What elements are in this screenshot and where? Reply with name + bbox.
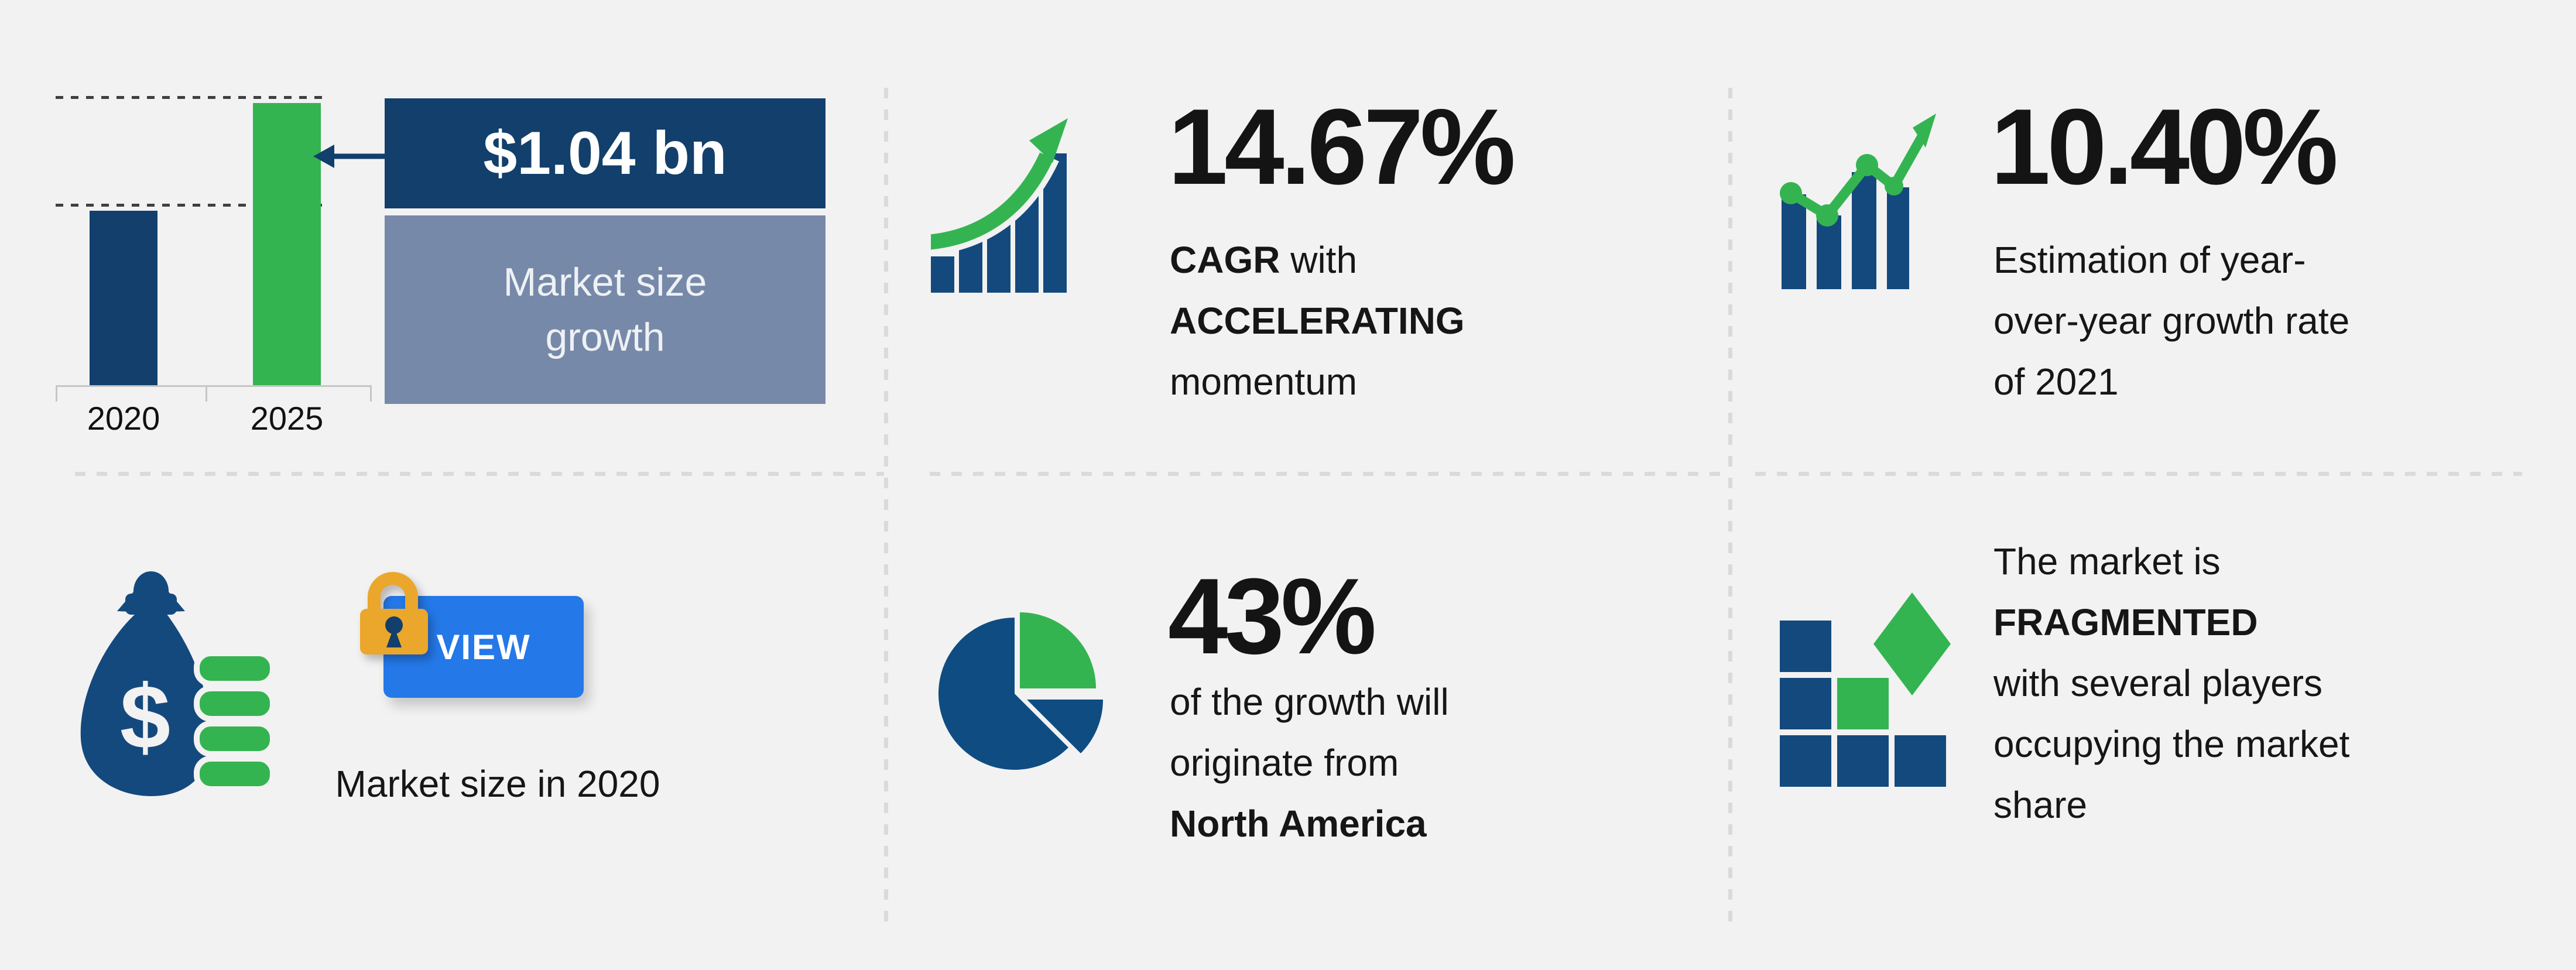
horizontal-divider-right: [1755, 472, 2522, 476]
north-america-line-1: of the growth will: [1170, 681, 1449, 723]
north-america-value: 43%: [1168, 556, 1376, 676]
market-growth-label-box: Market size growth: [385, 215, 825, 404]
yoy-value: 10.40%: [1991, 86, 2338, 207]
yoy-growth-chart-icon: [1780, 114, 1936, 289]
x-tick-label-2020: 2020: [87, 400, 160, 437]
market-growth-value-box: $1.04 bn: [385, 98, 825, 208]
view-button-label: VIEW: [436, 627, 531, 667]
horizontal-divider-middle: [930, 472, 1728, 476]
cagr-value: 14.67%: [1168, 86, 1516, 207]
money-bag-icon: $: [80, 571, 276, 796]
bar-2025: [253, 103, 321, 386]
cagr-line-1: CAGR with: [1170, 241, 1357, 279]
yoy-line-2: over-year growth rate: [1993, 300, 2350, 342]
north-america-line-3: North America: [1170, 803, 1427, 845]
lock-icon: [360, 572, 428, 654]
x-axis: [56, 385, 372, 387]
fragmentation-line-3: with several players: [1993, 662, 2322, 704]
x-tick-label-2025: 2025: [250, 400, 324, 437]
cagr-line-3: momentum: [1170, 361, 1358, 403]
vertical-divider-1: [884, 88, 888, 931]
bar-2020: [90, 211, 157, 386]
gridline-2020-bar-top: [56, 204, 328, 207]
north-america-line-2: originate from: [1170, 742, 1399, 784]
fragmentation-line-5: share: [1993, 784, 2088, 826]
market-growth-value: $1.04 bn: [483, 119, 727, 187]
fragmented-market-icon: [1780, 592, 1951, 787]
yoy-line-1: Estimation of year-: [1993, 239, 2306, 281]
cagr-bold: CAGR: [1170, 239, 1280, 281]
cagr-growth-arrow-icon: [931, 118, 1068, 293]
region-share-pie-icon: [938, 612, 1103, 770]
axis-tick: [56, 385, 57, 402]
fragmentation-line-4: occupying the market: [1993, 723, 2350, 765]
gridline-2025-bar-top: [56, 96, 328, 99]
cagr-line-2: ACCELERATING: [1170, 300, 1465, 342]
fragmentation-line-2: FRAGMENTED: [1993, 601, 2258, 643]
horizontal-divider-left: [75, 472, 884, 476]
vertical-divider-2: [1728, 88, 1732, 931]
fragmentation-line-1: The market is: [1993, 540, 2221, 582]
yoy-line-3: of 2021: [1993, 361, 2119, 403]
annotation-arrow-icon: [313, 145, 394, 168]
market-growth-label: Market size growth: [503, 260, 707, 359]
axis-tick: [370, 385, 372, 402]
axis-tick: [205, 385, 207, 402]
cagr-line-1-rest: with: [1280, 239, 1358, 281]
svg-text:$: $: [120, 666, 170, 767]
market-size-2020-caption: Market size in 2020: [335, 763, 660, 805]
